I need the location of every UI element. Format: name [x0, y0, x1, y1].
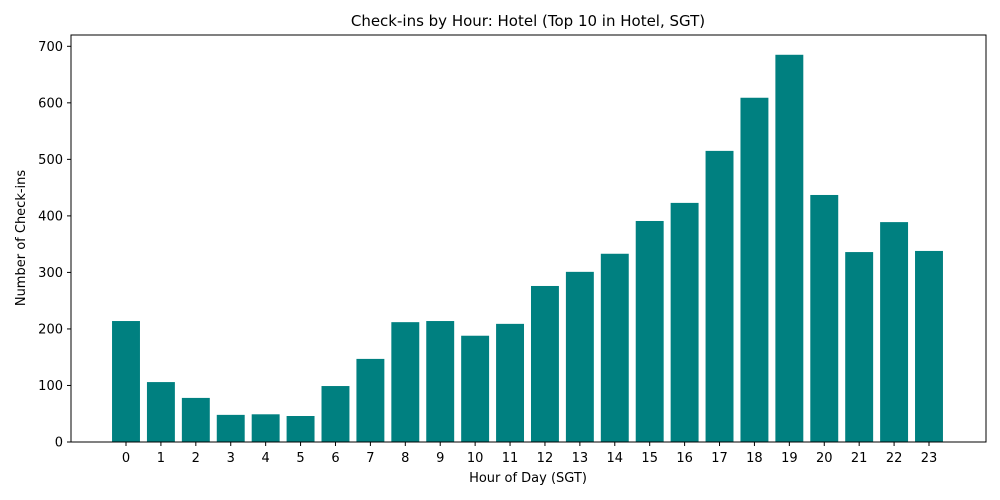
y-tick-label: 100	[38, 379, 63, 394]
bar-hour-1	[146, 382, 175, 442]
x-tick-label: 19	[781, 451, 798, 466]
x-tick-label: 23	[921, 451, 938, 466]
bar-hour-8	[391, 322, 420, 442]
y-tick-label: 200	[38, 322, 63, 337]
bar-hour-20	[810, 194, 839, 442]
bar-hour-16	[670, 202, 699, 442]
bar-hour-19	[775, 54, 804, 442]
x-tick-label: 15	[641, 451, 658, 466]
y-axis-label: Number of Check-ins	[14, 170, 29, 307]
bar-hour-17	[705, 150, 734, 442]
bar-hour-15	[635, 220, 664, 442]
x-tick-label: 20	[816, 451, 833, 466]
x-tick-label: 3	[227, 451, 235, 466]
bar-hour-2	[181, 397, 210, 442]
x-tick-label: 5	[296, 451, 304, 466]
chart-title: Check-ins by Hour: Hotel (Top 10 in Hote…	[351, 12, 705, 30]
bar-hour-6	[321, 386, 350, 442]
bars-group	[112, 54, 943, 442]
x-tick-label: 18	[746, 451, 763, 466]
x-tick-label: 7	[366, 451, 374, 466]
bar-hour-22	[880, 222, 909, 442]
y-tick-label: 0	[55, 436, 63, 451]
x-axis-ticks: 0 1 2 3 4 5 6 7 8 9 10 11 12 13 14 15 16 17 18 19 20 21 22 23	[122, 442, 937, 466]
bar-hour-14	[600, 253, 629, 442]
y-tick-label: 500	[38, 153, 63, 168]
x-tick-label: 4	[262, 451, 270, 466]
bar-hour-9	[426, 321, 455, 442]
y-axis-ticks: 0 100 200 300 400 500 600 700	[38, 40, 71, 451]
x-tick-label: 17	[711, 451, 728, 466]
x-tick-label: 2	[192, 451, 200, 466]
x-tick-label: 1	[157, 451, 165, 466]
x-tick-label: 14	[607, 451, 624, 466]
x-tick-label: 11	[502, 451, 519, 466]
bar-hour-7	[356, 358, 385, 442]
bar-hour-3	[216, 414, 245, 442]
x-tick-label: 9	[436, 451, 444, 466]
plot-area-frame	[70, 34, 987, 443]
y-tick-label: 300	[38, 266, 63, 281]
y-tick-label: 400	[38, 209, 63, 224]
bar-hour-10	[461, 335, 490, 442]
bar-hour-11	[496, 323, 525, 442]
bar-hour-5	[286, 416, 315, 442]
x-tick-label: 0	[122, 451, 130, 466]
x-tick-label: 8	[401, 451, 409, 466]
x-tick-label: 22	[886, 451, 903, 466]
bar-hour-18	[740, 97, 769, 442]
bar-hour-12	[530, 285, 559, 442]
x-axis-label: Hour of Day (SGT)	[469, 471, 587, 486]
x-tick-label: 12	[537, 451, 554, 466]
bar-hour-21	[845, 252, 874, 442]
x-tick-label: 6	[331, 451, 339, 466]
x-tick-label: 21	[851, 451, 868, 466]
x-tick-label: 13	[572, 451, 589, 466]
y-tick-label: 700	[38, 40, 63, 55]
bar-hour-23	[915, 250, 943, 442]
bar-hour-13	[565, 271, 594, 442]
y-tick-label: 600	[38, 96, 63, 111]
x-tick-label: 16	[676, 451, 693, 466]
x-tick-label: 10	[467, 451, 484, 466]
bar-hour-0	[112, 321, 140, 442]
bar-hour-4	[251, 414, 280, 442]
